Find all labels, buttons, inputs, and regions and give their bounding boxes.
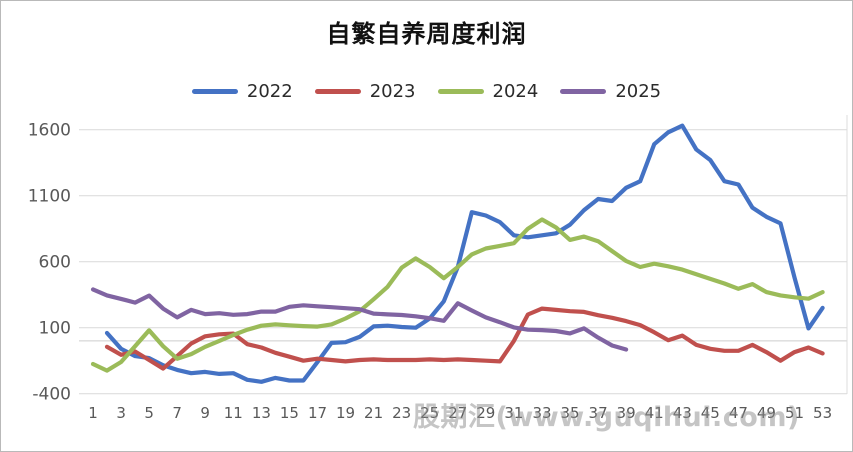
x-tick-label: 5: [144, 404, 154, 422]
legend-swatch-2025: [560, 89, 607, 94]
x-tick-label: 19: [336, 404, 355, 422]
legend-item-2025: 2025: [560, 81, 661, 102]
watermark: 股期汇(www.guqihui.com): [413, 402, 800, 433]
x-tick-label: 35: [560, 404, 579, 422]
x-tick-label: 31: [504, 404, 523, 422]
x-tick-label: 41: [645, 404, 664, 422]
x-tick-label: 37: [589, 404, 608, 422]
y-tick-label: -400: [32, 385, 71, 405]
x-tick-label: 23: [392, 404, 411, 422]
x-tick-label: 15: [280, 404, 299, 422]
y-tick-label: 600: [39, 253, 71, 273]
x-tick-label: 43: [673, 404, 692, 422]
x-tick-label: 27: [448, 404, 467, 422]
legend-label-2024: 2024: [492, 81, 539, 102]
x-tick-label: 53: [813, 404, 832, 422]
x-tick-label: 3: [116, 404, 126, 422]
x-tick-label: 51: [785, 404, 804, 422]
x-tick-label: 47: [729, 404, 748, 422]
x-tick-label: 39: [617, 404, 636, 422]
x-tick-label: 21: [364, 404, 383, 422]
series-line-2023: [104, 306, 825, 371]
legend-item-2022: 2022: [191, 81, 293, 102]
legend: 2022 2023 2024 2025: [1, 81, 852, 102]
x-tick-label: 33: [532, 404, 551, 422]
x-tick-label: 1: [88, 404, 98, 422]
legend-label-2022: 2022: [246, 81, 293, 102]
x-tick-label: 17: [308, 404, 327, 422]
legend-swatch-2023: [314, 89, 361, 94]
legend-label-2025: 2025: [615, 81, 662, 102]
x-tick-label: 13: [252, 404, 271, 422]
y-tick-label: 100: [39, 319, 71, 339]
y-tick-label: 1100: [28, 187, 71, 207]
x-tick-label: 49: [757, 404, 776, 422]
legend-item-2023: 2023: [314, 81, 416, 102]
x-tick-label: 45: [701, 404, 720, 422]
legend-swatch-2024: [437, 89, 484, 94]
x-tick-label: 9: [200, 404, 210, 422]
y-tick-label: 1600: [28, 121, 71, 141]
series-line-2025: [90, 287, 629, 352]
x-tick-label: 29: [476, 404, 495, 422]
x-tick-label: 11: [224, 404, 243, 422]
legend-swatch-2022: [191, 89, 238, 94]
series-line-2024: [90, 217, 825, 373]
x-tick-label: 25: [420, 404, 439, 422]
legend-item-2024: 2024: [437, 81, 539, 102]
x-tick-label: 7: [172, 404, 182, 422]
legend-label-2023: 2023: [369, 81, 416, 102]
chart-title: 自繁自养周度利润: [326, 20, 527, 48]
series-line-2022: [104, 123, 825, 384]
